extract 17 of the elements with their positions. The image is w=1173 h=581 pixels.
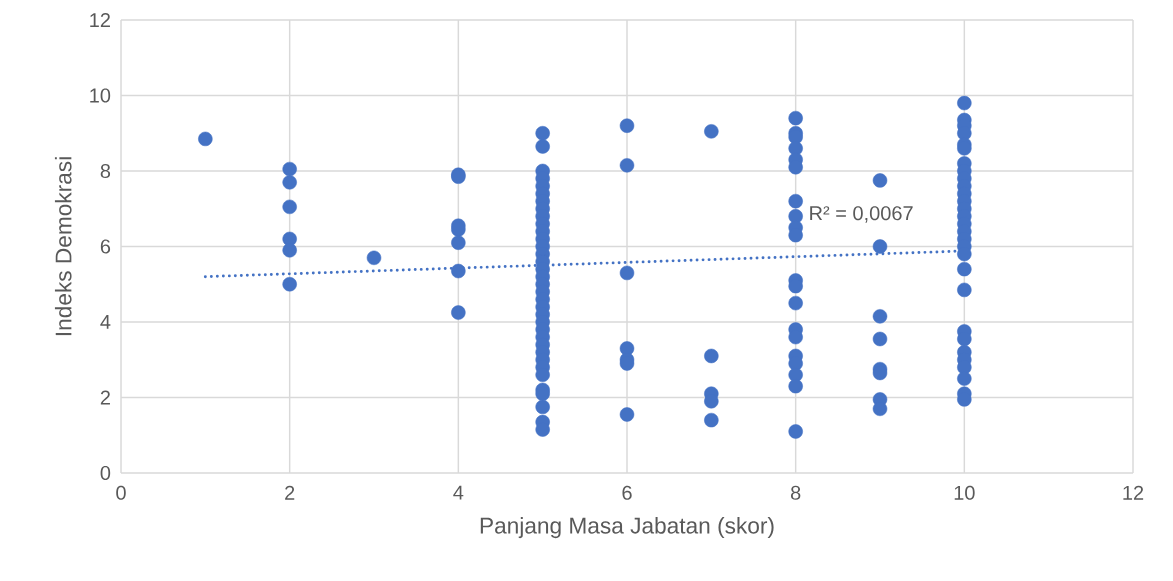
- x-axis-title: Panjang Masa Jabatan (skor): [480, 517, 774, 539]
- y-axis-title: Indeks Demokrasi: [54, 157, 72, 336]
- y-tick-label: 8: [100, 163, 111, 179]
- x-tick-label: 12: [1123, 485, 1144, 500]
- y-tick-label: 6: [100, 239, 111, 254]
- x-tick-label: 2: [285, 485, 295, 500]
- y-tick-label: 10: [90, 88, 111, 103]
- x-tick-label: 10: [954, 485, 975, 500]
- y-tick-label: 2: [100, 390, 110, 405]
- x-tick-label: 0: [116, 485, 126, 500]
- y-tick-label: 4: [100, 315, 111, 329]
- x-tick-label: 8: [790, 485, 801, 500]
- annotation: R² = 0,0067: [810, 206, 913, 223]
- x-tick-label: 4: [453, 485, 464, 500]
- y-tick-label: 12: [90, 13, 110, 27]
- x-tick-label: 6: [622, 485, 632, 500]
- y-tick-label: 0: [100, 465, 111, 481]
